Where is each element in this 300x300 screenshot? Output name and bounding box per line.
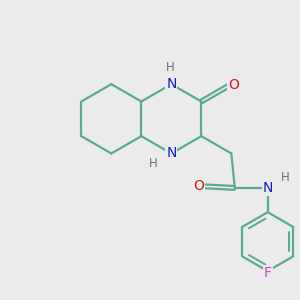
Text: H: H [149,158,158,170]
Text: H: H [166,61,175,74]
Text: O: O [193,179,204,193]
Text: O: O [228,78,239,92]
Text: N: N [166,77,176,91]
Text: F: F [264,266,272,280]
Text: N: N [262,181,273,195]
Text: N: N [166,146,176,161]
Text: H: H [280,171,290,184]
